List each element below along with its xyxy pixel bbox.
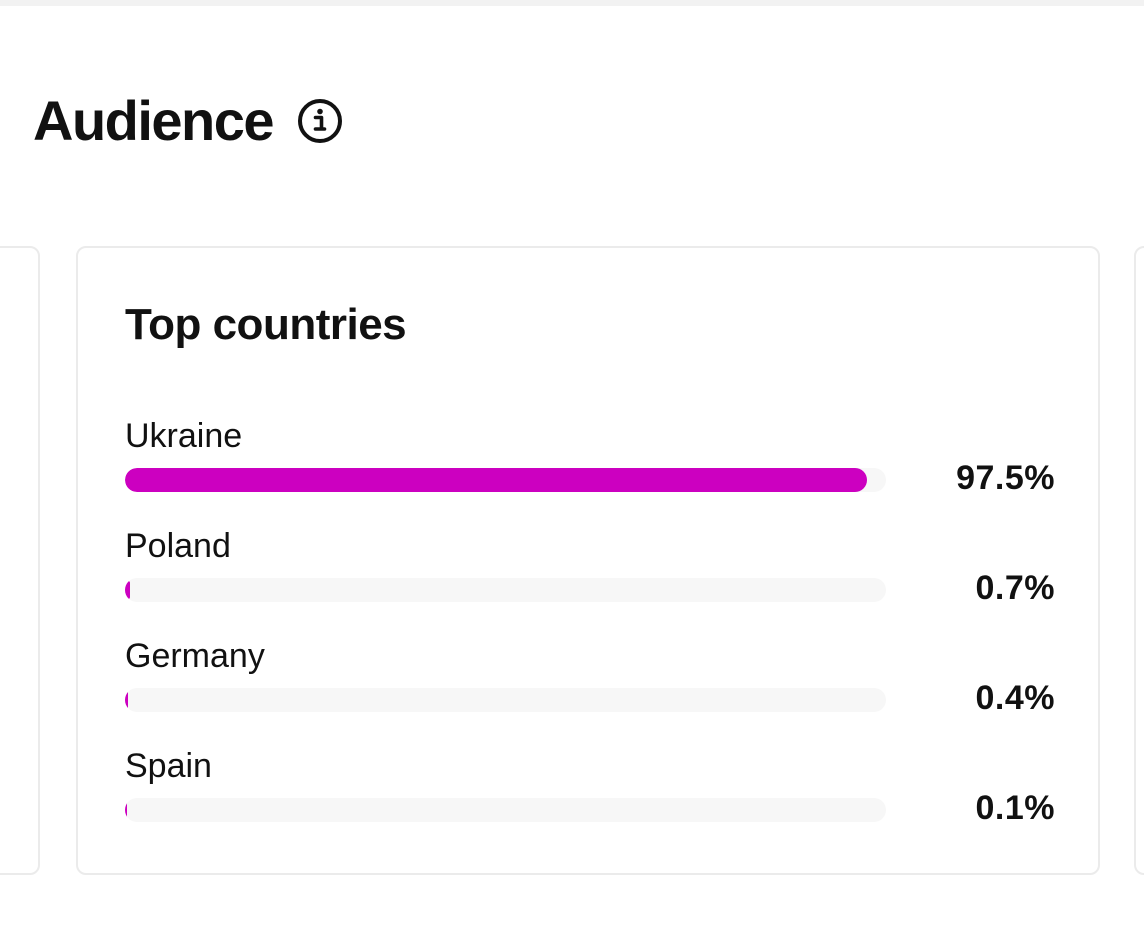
- country-name: Germany: [125, 637, 265, 675]
- country-row: Poland 0.7%: [125, 526, 1055, 626]
- info-circle-icon[interactable]: [297, 98, 343, 144]
- progress-fill: [125, 691, 128, 709]
- progress-track: [125, 688, 886, 712]
- country-percentage: 0.4%: [975, 679, 1055, 717]
- country-name: Spain: [125, 747, 212, 785]
- progress-fill: [125, 581, 130, 599]
- country-percentage: 0.7%: [975, 569, 1055, 607]
- progress-fill: [125, 468, 867, 492]
- country-row: Ukraine 97.5%: [125, 416, 1055, 516]
- section-header: Audience: [33, 88, 343, 154]
- progress-track: [125, 578, 886, 602]
- country-name: Ukraine: [125, 417, 243, 455]
- progress-fill: [125, 801, 127, 819]
- page-title: Audience: [33, 89, 275, 152]
- country-percentage: 0.1%: [975, 789, 1055, 827]
- country-percentage: 97.5%: [956, 459, 1055, 497]
- next-card[interactable]: [1134, 246, 1144, 875]
- country-row: Germany 0.4%: [125, 636, 1055, 736]
- progress-track: [125, 798, 886, 822]
- top-countries-card: Top countries Ukraine 97.5% Poland 0.7% …: [76, 246, 1100, 875]
- card-title: Top countries: [125, 300, 407, 349]
- previous-card[interactable]: [0, 246, 40, 875]
- country-name: Poland: [125, 527, 231, 565]
- country-row: Spain 0.1%: [125, 746, 1055, 846]
- progress-track: [125, 468, 886, 492]
- top-divider: [0, 0, 1144, 6]
